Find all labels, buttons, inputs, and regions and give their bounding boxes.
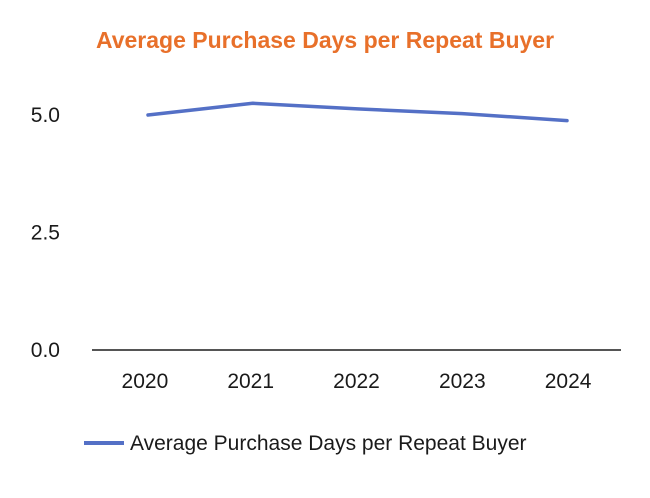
legend-label: Average Purchase Days per Repeat Buyer	[130, 432, 527, 455]
series-line	[146, 101, 569, 123]
x-axis-ticks: 2020 2021 2022 2023 2024	[122, 370, 592, 393]
legend: Average Purchase Days per Repeat Buyer	[84, 432, 527, 455]
x-tick-label: 2022	[333, 370, 380, 393]
x-tick-label: 2020	[122, 370, 169, 393]
series-group	[146, 101, 569, 123]
x-tick-label: 2024	[545, 370, 592, 393]
y-axis-ticks: 0.0 2.5 5.0	[31, 104, 60, 362]
chart-title: Average Purchase Days per Repeat Buyer	[96, 27, 554, 53]
y-tick-label: 2.5	[31, 222, 60, 245]
x-tick-label: 2021	[227, 370, 274, 393]
y-tick-label: 5.0	[31, 104, 60, 127]
x-tick-label: 2023	[439, 370, 486, 393]
y-tick-label: 0.0	[31, 339, 60, 362]
